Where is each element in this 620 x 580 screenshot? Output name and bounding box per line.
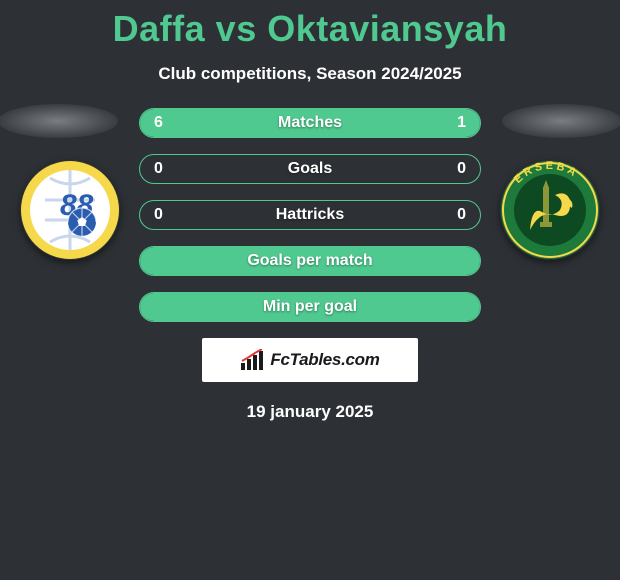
stat-value-left: 0	[154, 160, 163, 178]
stat-label: Goals	[288, 160, 332, 178]
stat-value-left: 6	[154, 114, 163, 132]
stat-bars: 6 1 Matches 0 0 Goals 0 0 Hattricks Goals per mat…	[139, 108, 481, 322]
stat-value-left: 0	[154, 206, 163, 224]
brand-box: FcTables.com	[202, 338, 418, 382]
stat-row: Goals per match	[139, 246, 481, 276]
left-team-badge: 88	[20, 160, 120, 260]
stat-fill-left	[140, 109, 412, 137]
stat-value-right: 1	[457, 114, 466, 132]
stat-label: Goals per match	[247, 252, 372, 270]
subtitle: Club competitions, Season 2024/2025	[0, 64, 620, 84]
stat-row: 0 0 Goals	[139, 154, 481, 184]
stat-label: Hattricks	[276, 206, 344, 224]
barito-badge-icon: 88	[20, 160, 120, 260]
right-team-badge: ERSEBA	[500, 160, 600, 260]
stat-fill-right	[412, 109, 480, 137]
page-title: Daffa vs Oktaviansyah	[0, 0, 620, 50]
stat-row: 6 1 Matches	[139, 108, 481, 138]
stat-value-right: 0	[457, 160, 466, 178]
date-text: 19 january 2025	[0, 402, 620, 422]
stat-label: Min per goal	[263, 298, 357, 316]
stat-value-right: 0	[457, 206, 466, 224]
shadow-ellipse-left	[0, 104, 118, 138]
stat-row: 0 0 Hattricks	[139, 200, 481, 230]
stat-row: Min per goal	[139, 292, 481, 322]
stat-label: Matches	[278, 114, 342, 132]
shadow-ellipse-right	[502, 104, 620, 138]
persebaya-badge-icon: ERSEBA	[500, 160, 600, 260]
comparison-arena: 88 ERSEBA	[0, 108, 620, 322]
brand-text: FcTables.com	[270, 350, 379, 370]
fctables-logo-icon	[240, 349, 266, 371]
